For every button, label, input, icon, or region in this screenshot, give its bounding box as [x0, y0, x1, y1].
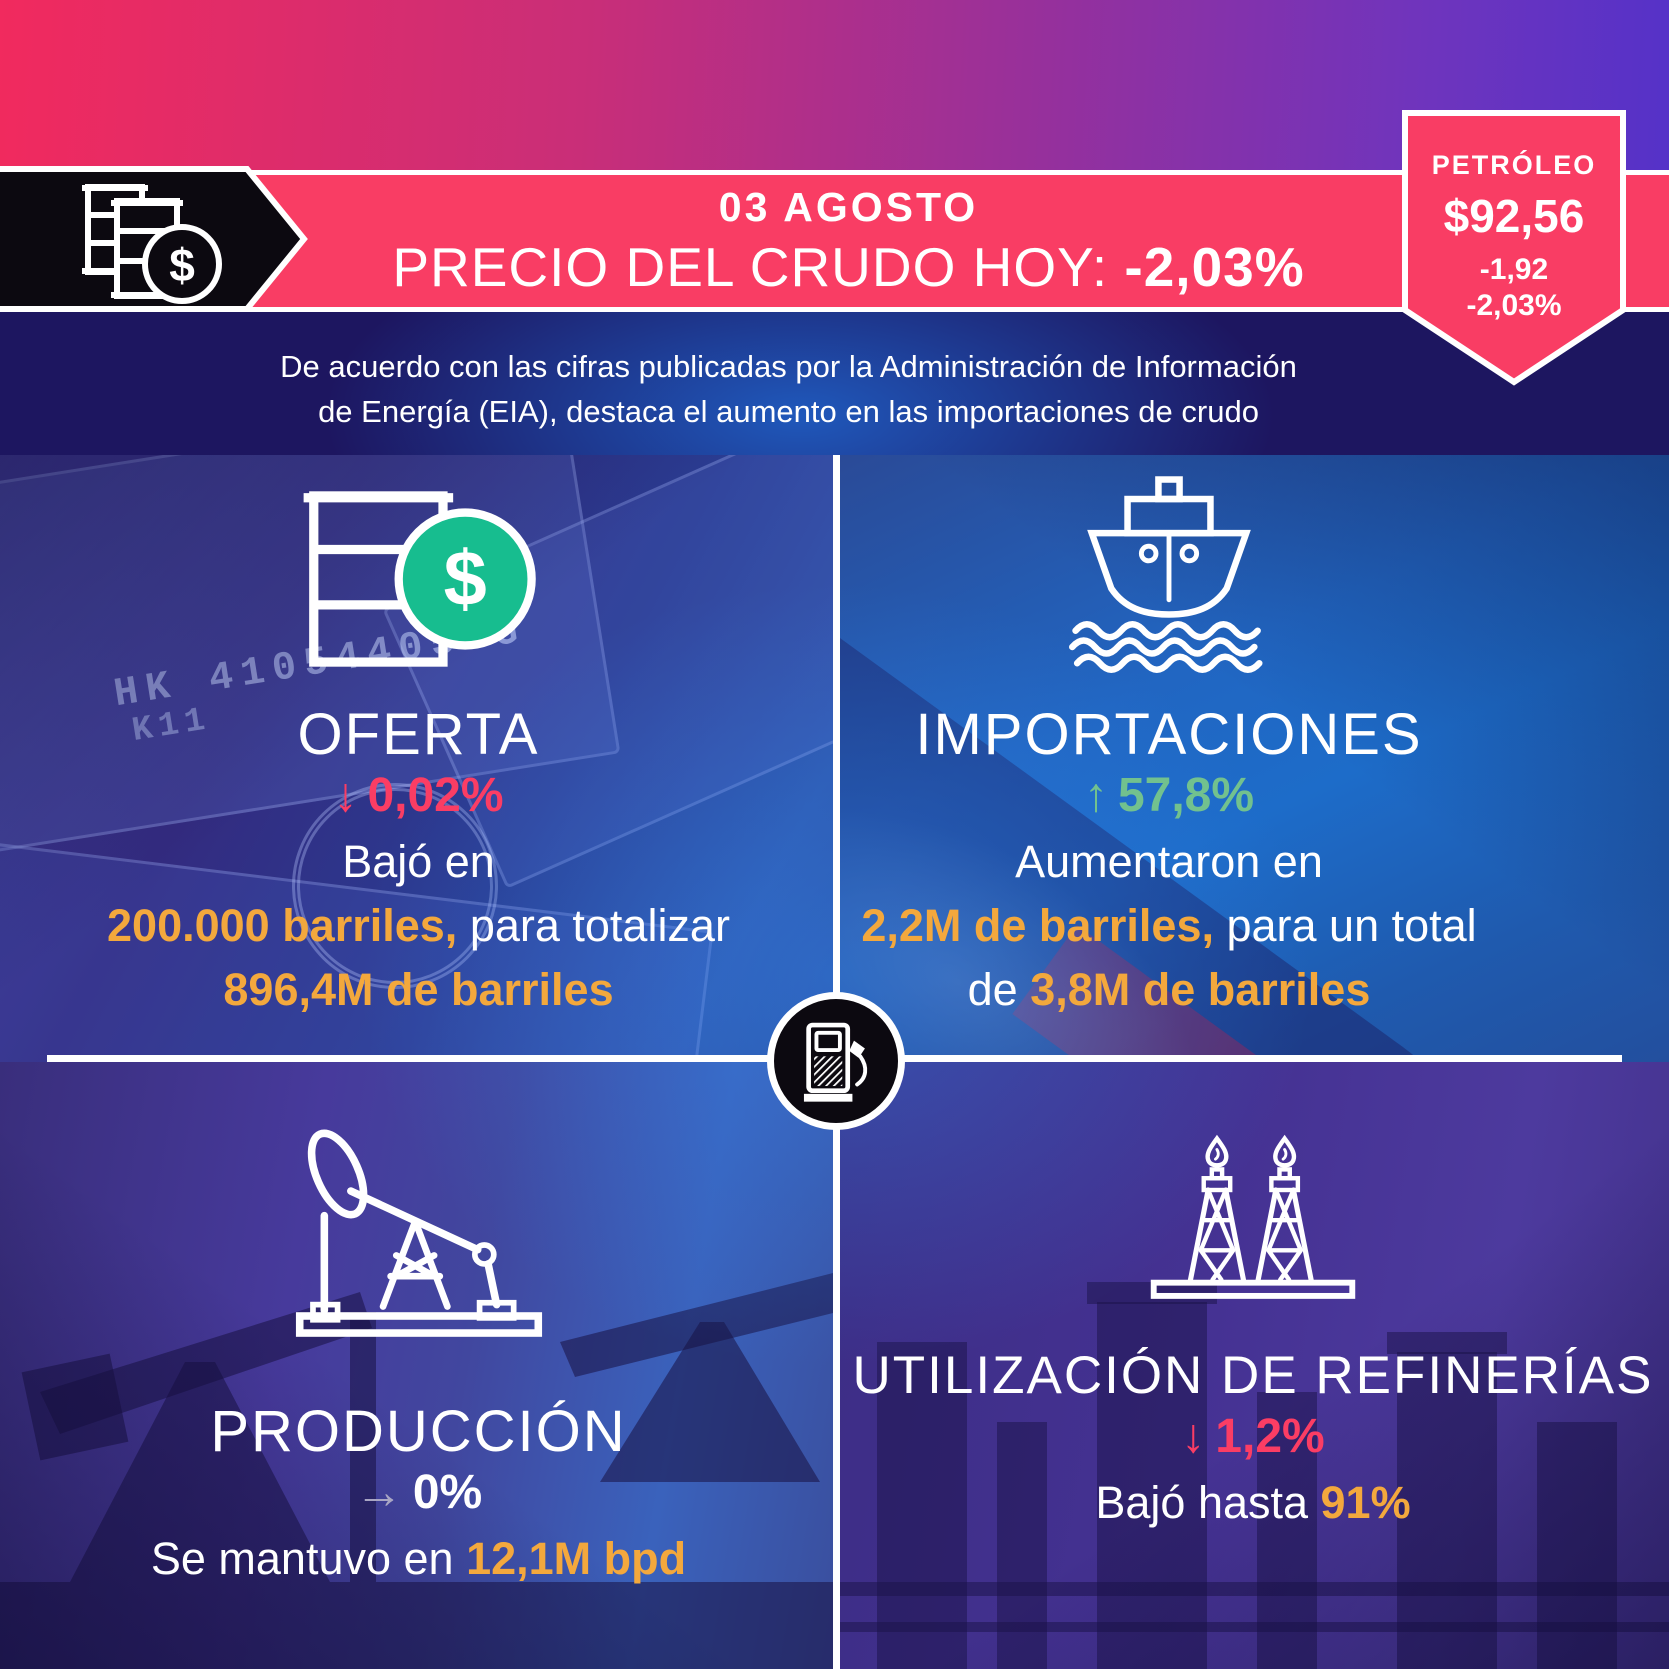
- oil-barrel-dollar-icon: $: [303, 491, 536, 667]
- quadrant-importaciones: IMPORTACIONES ↑ 57,8% Aumentaron en 2,2M …: [837, 455, 1669, 1062]
- tanker-ship-icon: [1069, 476, 1263, 673]
- banner-date: 03 AGOSTO: [718, 183, 979, 230]
- oil-barrel-ribbon: $: [0, 166, 308, 312]
- header-gradient-band: [0, 0, 1669, 170]
- quadrant-oferta: HK 41054405 G K11 $ OFERTA ↓0,02% Bajó e…: [0, 455, 837, 1062]
- down-arrow-icon: ↓: [1181, 1410, 1206, 1463]
- refinerias-title: UTILIZACIÓN DE REFINERÍAS: [852, 1346, 1654, 1405]
- oferta-title: OFERTA: [297, 702, 540, 767]
- refinerias-change: ↓ 1,2%: [1181, 1410, 1325, 1463]
- importaciones-change: ↑ 57,8%: [1083, 769, 1255, 822]
- dollar-sign: $: [443, 536, 486, 622]
- importaciones-line1: Aumentaron en: [1015, 836, 1323, 887]
- badge-change-abs: -1,92: [1479, 253, 1549, 286]
- oferta-line1: Bajó en: [342, 836, 495, 887]
- refinery-icon: [1150, 1116, 1356, 1299]
- importaciones-line2: 2,2M de barriles, para un total: [861, 900, 1477, 951]
- intro-paragraph: De acuerdo con las cifras publicadas por…: [0, 344, 1623, 434]
- quadrant-refinerias: UTILIZACIÓN DE REFINERÍAS ↓ 1,2% Bajó has…: [837, 1062, 1669, 1669]
- banner-change-value: -2,03%: [1124, 235, 1305, 298]
- quadrant-produccion: PRODUCCIÓN → 0% Se mantuvo en 12,1M bpd: [0, 1062, 837, 1669]
- pump-jack-icon: [295, 1129, 542, 1337]
- up-arrow-icon: ↑: [1083, 769, 1108, 822]
- quadrant-grid: HK 41054405 G K11 $ OFERTA ↓0,02% Bajó e…: [0, 455, 1669, 1669]
- produccion-stat: Se mantuvo en 12,1M bpd: [150, 1533, 687, 1584]
- badge-commodity-label: PETRÓLEO: [1431, 150, 1597, 180]
- fuel-pump-medallion: [767, 992, 905, 1130]
- oferta-change: ↓ 0,02%: [333, 769, 504, 822]
- pumpjack-photo-backdrop: [0, 1062, 837, 1669]
- price-badge: PETRÓLEO $92,56 -1,92 -2,03%: [1402, 110, 1626, 323]
- dollar-sign: $: [169, 239, 195, 291]
- badge-change-pct: -2,03%: [1466, 289, 1562, 322]
- oferta-line3: 896,4M de barriles: [223, 964, 614, 1015]
- oil-barrels-dollar-icon: $: [82, 184, 222, 304]
- importaciones-line3: de 3,8M de barriles: [967, 964, 1371, 1015]
- produccion-title: PRODUCCIÓN: [210, 1399, 627, 1464]
- produccion-change: → 0%: [354, 1466, 483, 1519]
- right-arrow-icon: →: [354, 1466, 403, 1519]
- banner-title: PRECIO DEL CRUDO HOY: -2,03%: [392, 235, 1305, 298]
- importaciones-title: IMPORTACIONES: [915, 702, 1423, 767]
- refinery-photo-backdrop: [837, 1062, 1669, 1669]
- fuel-pump-icon: [803, 1022, 868, 1102]
- refinerias-stat: Bajó hasta 91%: [1095, 1477, 1411, 1528]
- down-arrow-icon: ↓: [333, 769, 358, 822]
- intro-line1: De acuerdo con las cifras publicadas por…: [280, 349, 1297, 384]
- badge-price-value: $92,56: [1443, 190, 1585, 242]
- intro-line2: de Energía (EIA), destaca el aumento en …: [318, 394, 1259, 429]
- oferta-line2: 200.000 barriles, para totalizar: [107, 900, 730, 951]
- price-badge-shape: [1402, 110, 1626, 386]
